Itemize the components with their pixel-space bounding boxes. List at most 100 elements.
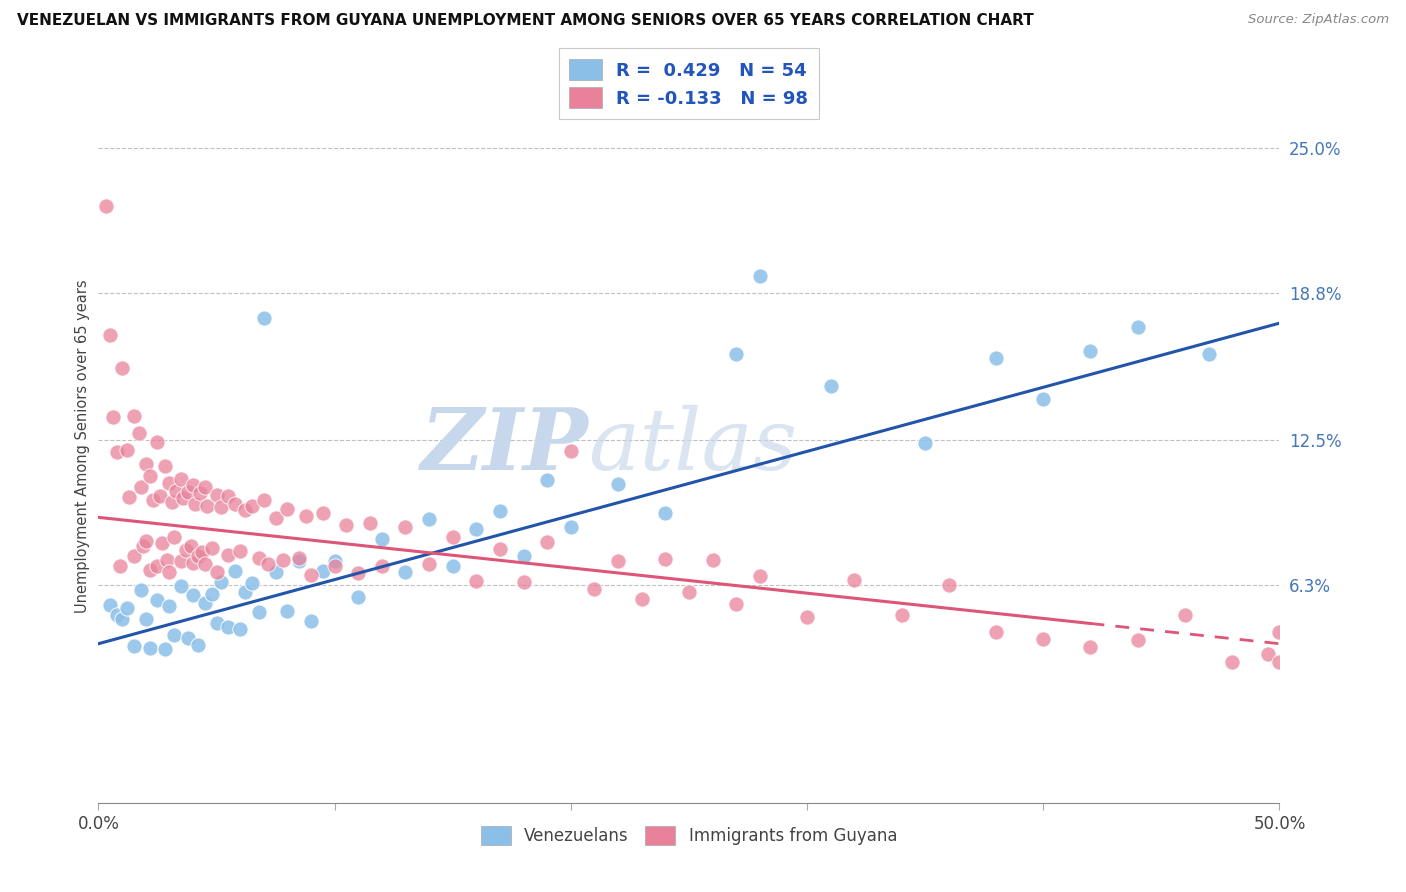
Point xyxy=(654,552,676,566)
Point xyxy=(247,605,270,619)
Point xyxy=(257,557,280,571)
Point xyxy=(153,642,176,657)
Point xyxy=(748,569,770,583)
Point xyxy=(240,499,263,513)
Point xyxy=(299,568,322,582)
Point xyxy=(323,559,346,574)
Point xyxy=(276,604,298,618)
Point xyxy=(217,548,239,562)
Point xyxy=(371,532,394,546)
Point xyxy=(630,591,652,606)
Point xyxy=(725,597,748,611)
Point xyxy=(146,434,169,449)
Point xyxy=(233,502,256,516)
Point xyxy=(111,611,134,625)
Text: VENEZUELAN VS IMMIGRANTS FROM GUYANA UNEMPLOYMENT AMONG SENIORS OVER 65 YEARS CO: VENEZUELAN VS IMMIGRANTS FROM GUYANA UNE… xyxy=(17,13,1033,29)
Point xyxy=(170,554,193,568)
Point xyxy=(194,557,217,571)
Point xyxy=(312,564,335,578)
Point xyxy=(209,575,232,590)
Point xyxy=(194,596,217,610)
Point xyxy=(607,554,630,568)
Point xyxy=(984,625,1007,640)
Point xyxy=(295,509,318,524)
Point xyxy=(157,565,180,579)
Point xyxy=(205,565,228,579)
Point xyxy=(1268,656,1291,670)
Y-axis label: Unemployment Among Seniors over 65 years: Unemployment Among Seniors over 65 years xyxy=(75,279,90,613)
Point xyxy=(187,549,209,563)
Point xyxy=(1080,640,1102,654)
Point xyxy=(1032,632,1054,646)
Point xyxy=(122,639,145,653)
Point xyxy=(607,477,630,491)
Point xyxy=(512,549,534,564)
Point xyxy=(240,576,263,591)
Point xyxy=(187,638,209,652)
Legend: Venezuelans, Immigrants from Guyana: Venezuelans, Immigrants from Guyana xyxy=(474,819,904,852)
Point xyxy=(139,469,162,483)
Point xyxy=(105,445,128,459)
Point xyxy=(796,609,818,624)
Text: Source: ZipAtlas.com: Source: ZipAtlas.com xyxy=(1249,13,1389,27)
Point xyxy=(465,523,488,537)
Point xyxy=(146,558,169,573)
Point xyxy=(678,585,700,599)
Point xyxy=(418,558,440,572)
Point xyxy=(149,489,172,503)
Point xyxy=(98,327,121,342)
Text: ZIP: ZIP xyxy=(420,404,589,488)
Point xyxy=(560,520,582,534)
Point xyxy=(1174,607,1197,622)
Point xyxy=(229,622,252,636)
Point xyxy=(247,550,270,565)
Point xyxy=(177,484,200,499)
Point xyxy=(654,506,676,520)
Point xyxy=(174,543,197,558)
Point xyxy=(129,480,152,494)
Point xyxy=(984,351,1007,365)
Point xyxy=(312,506,335,520)
Point xyxy=(1080,344,1102,359)
Point xyxy=(163,530,186,544)
Point xyxy=(142,492,165,507)
Point xyxy=(181,556,204,570)
Point xyxy=(276,502,298,516)
Point xyxy=(129,582,152,597)
Point xyxy=(101,409,124,424)
Point xyxy=(209,500,232,515)
Point xyxy=(94,199,117,213)
Point xyxy=(115,443,138,458)
Point xyxy=(335,518,357,533)
Point xyxy=(1257,647,1279,661)
Point xyxy=(264,510,287,524)
Point xyxy=(394,565,416,579)
Point xyxy=(371,559,394,574)
Point xyxy=(1198,347,1220,361)
Point xyxy=(163,628,186,642)
Point xyxy=(465,574,488,589)
Point xyxy=(188,486,211,500)
Point xyxy=(157,599,180,613)
Point xyxy=(1220,655,1243,669)
Point xyxy=(98,599,121,613)
Point xyxy=(191,545,214,559)
Point xyxy=(347,566,370,581)
Point xyxy=(135,612,157,626)
Point xyxy=(233,585,256,599)
Point xyxy=(1126,319,1149,334)
Point xyxy=(702,552,724,566)
Point xyxy=(725,346,748,360)
Point xyxy=(890,607,912,622)
Point xyxy=(201,541,224,556)
Point xyxy=(165,483,187,498)
Point xyxy=(347,590,370,604)
Point xyxy=(139,563,162,577)
Point xyxy=(172,491,194,506)
Point xyxy=(253,311,276,326)
Point xyxy=(1032,392,1054,406)
Point xyxy=(156,553,179,567)
Point xyxy=(170,579,193,593)
Point xyxy=(170,472,193,486)
Point xyxy=(394,520,416,534)
